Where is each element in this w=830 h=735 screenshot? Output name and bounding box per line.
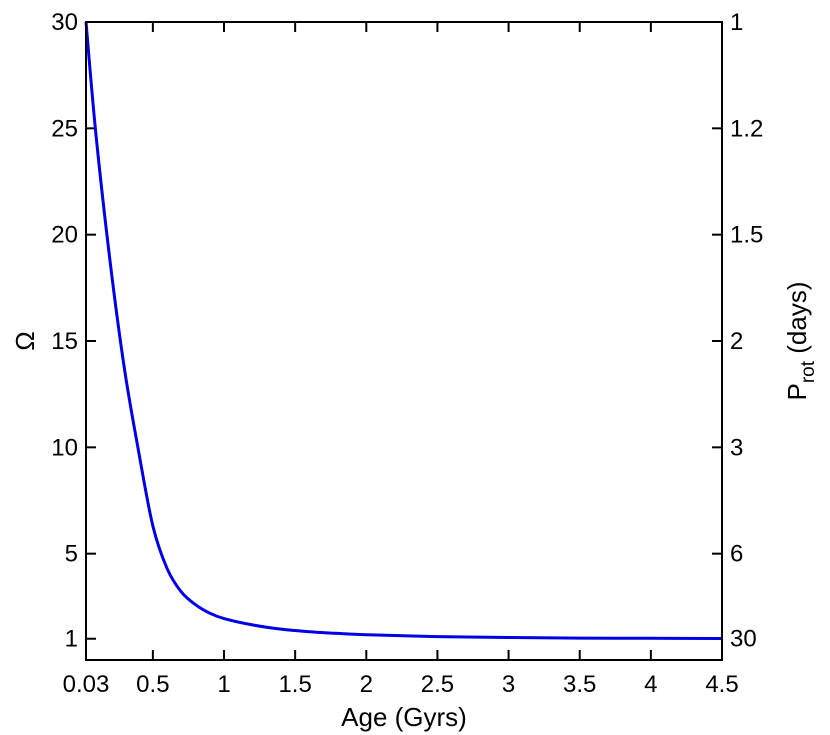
y-tick-label: 15: [51, 328, 78, 355]
plot-frame: [85, 21, 723, 661]
x-tick-label: 2: [360, 671, 373, 698]
x-tick-label: 4.5: [705, 671, 738, 698]
y-tick-label: 30: [51, 9, 78, 36]
y2-title-rest: (days): [782, 282, 812, 361]
y2-tick-label: 30: [730, 626, 757, 653]
y-axis-right: 1 1.2 1.5 2 3 6 30: [712, 9, 763, 653]
x-tick-label: 0.03: [63, 671, 110, 698]
y-tick-label: 1: [65, 626, 78, 653]
y2-tick-label: 6: [730, 541, 743, 568]
y-axis-title: Ω: [10, 331, 40, 350]
y-tick-label: 20: [51, 222, 78, 249]
x-tick-label: 4: [644, 671, 657, 698]
x-tick-label: 3.5: [563, 671, 596, 698]
x-axis-title: Age (Gyrs): [341, 702, 467, 732]
omega-curve: [84, 21, 723, 641]
x-tick-label: 3: [502, 671, 515, 698]
y2-tick-label: 1.5: [730, 222, 763, 249]
x-tick-label: 2.5: [421, 671, 454, 698]
x-tick-label: 0.5: [136, 671, 169, 698]
y2-axis-title: Prot (days): [782, 282, 819, 401]
y2-tick-label: 1: [730, 9, 743, 36]
y2-tick-label: 3: [730, 434, 743, 461]
y2-title-sub: rot: [798, 360, 819, 383]
x-tick-label: 1.5: [278, 671, 311, 698]
y-tick-label: 10: [51, 434, 78, 461]
plot-area: [86, 22, 722, 660]
x-tick-label: 1: [217, 671, 230, 698]
y2-tick-label: 1.2: [730, 115, 763, 142]
y2-title-main: P: [782, 383, 812, 400]
y-tick-label: 25: [51, 115, 78, 142]
x-axis: 0.03 0.5 1 1.5 2 2.5 3 3.5 4 4.5: [63, 22, 739, 698]
y-tick-label: 5: [65, 541, 78, 568]
y2-tick-label: 2: [730, 328, 743, 355]
